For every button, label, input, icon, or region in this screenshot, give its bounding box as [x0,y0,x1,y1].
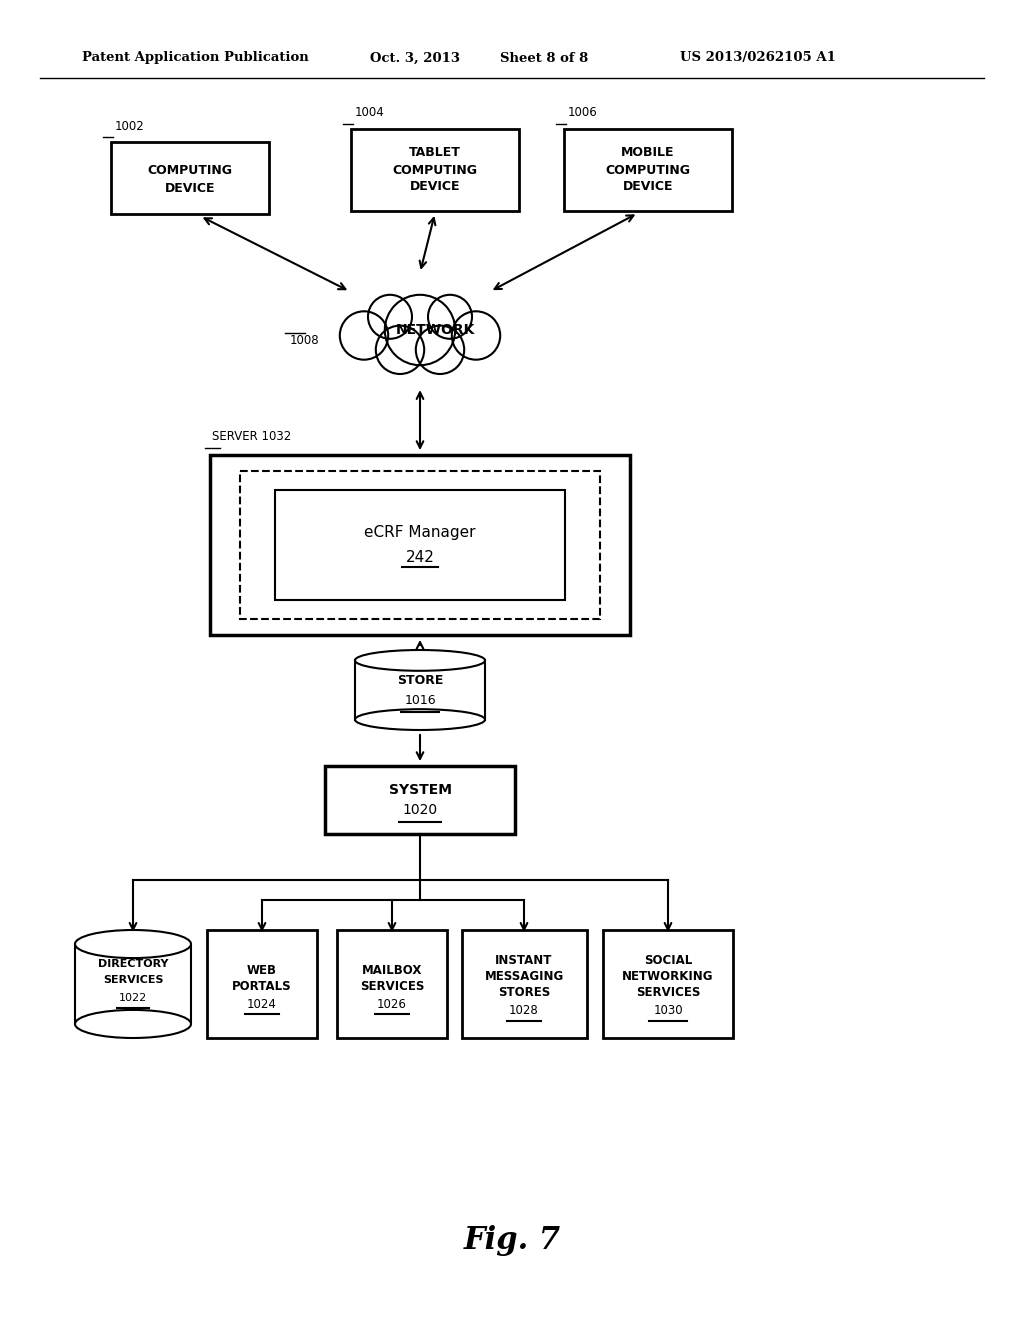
Text: Oct. 3, 2013: Oct. 3, 2013 [370,51,460,65]
Text: NETWORKING: NETWORKING [623,970,714,983]
Ellipse shape [75,931,191,958]
Text: eCRF Manager: eCRF Manager [365,525,476,540]
Text: Sheet 8 of 8: Sheet 8 of 8 [500,51,588,65]
Text: 1002: 1002 [115,120,144,132]
Text: 1008: 1008 [290,334,319,346]
Text: 1016: 1016 [404,693,436,706]
Bar [325,766,515,834]
Text: 1030: 1030 [653,1005,683,1018]
Text: SERVICES: SERVICES [102,975,163,985]
Bar [337,931,447,1038]
Bar [351,129,519,211]
Text: US 2013/0262105 A1: US 2013/0262105 A1 [680,51,836,65]
Circle shape [452,312,500,360]
Text: STORES: STORES [498,986,550,999]
Text: 1028: 1028 [509,1005,539,1018]
Text: WEB: WEB [247,964,278,977]
Circle shape [368,294,412,339]
Text: SERVICES: SERVICES [359,979,424,993]
Text: 1022: 1022 [119,993,147,1003]
Text: COMPUTING: COMPUTING [147,164,232,177]
Text: 242: 242 [406,549,434,565]
Bar [355,660,485,719]
Bar [240,471,600,619]
Text: SYSTEM: SYSTEM [388,783,452,797]
Text: DEVICE: DEVICE [623,181,673,194]
Text: DIRECTORY: DIRECTORY [97,960,168,969]
Text: SOCIAL: SOCIAL [644,954,692,968]
Ellipse shape [355,709,485,730]
Text: 1006: 1006 [568,107,598,120]
Text: MAILBOX: MAILBOX [361,964,422,977]
Bar [210,455,630,635]
Ellipse shape [355,649,485,671]
Text: MOBILE: MOBILE [622,147,675,160]
Text: COMPUTING: COMPUTING [392,164,477,177]
Circle shape [340,312,388,360]
Circle shape [428,294,472,339]
Text: Fig. 7: Fig. 7 [464,1225,560,1255]
Text: INSTANT: INSTANT [496,954,553,968]
Bar [603,931,733,1038]
Text: MESSAGING: MESSAGING [484,970,563,983]
Circle shape [385,294,456,366]
Circle shape [416,326,464,374]
Text: TABLET: TABLET [409,147,461,160]
Bar [275,490,565,601]
Circle shape [376,326,424,374]
Bar [75,944,191,1024]
Text: NETWORK: NETWORK [395,323,475,337]
Bar [462,931,587,1038]
Text: 1004: 1004 [355,107,385,120]
Text: DEVICE: DEVICE [165,182,215,195]
Text: SERVER 1032: SERVER 1032 [212,430,291,444]
Text: STORE: STORE [397,673,443,686]
Text: SERVICES: SERVICES [636,986,700,999]
Text: 1026: 1026 [377,998,407,1011]
Bar [207,931,317,1038]
Text: 1020: 1020 [402,803,437,817]
Bar [111,143,269,214]
Bar [564,129,732,211]
Text: 1024: 1024 [247,998,276,1011]
Text: COMPUTING: COMPUTING [605,164,690,177]
Text: PORTALS: PORTALS [232,979,292,993]
Text: DEVICE: DEVICE [410,181,460,194]
Ellipse shape [75,1010,191,1038]
Text: Patent Application Publication: Patent Application Publication [82,51,309,65]
